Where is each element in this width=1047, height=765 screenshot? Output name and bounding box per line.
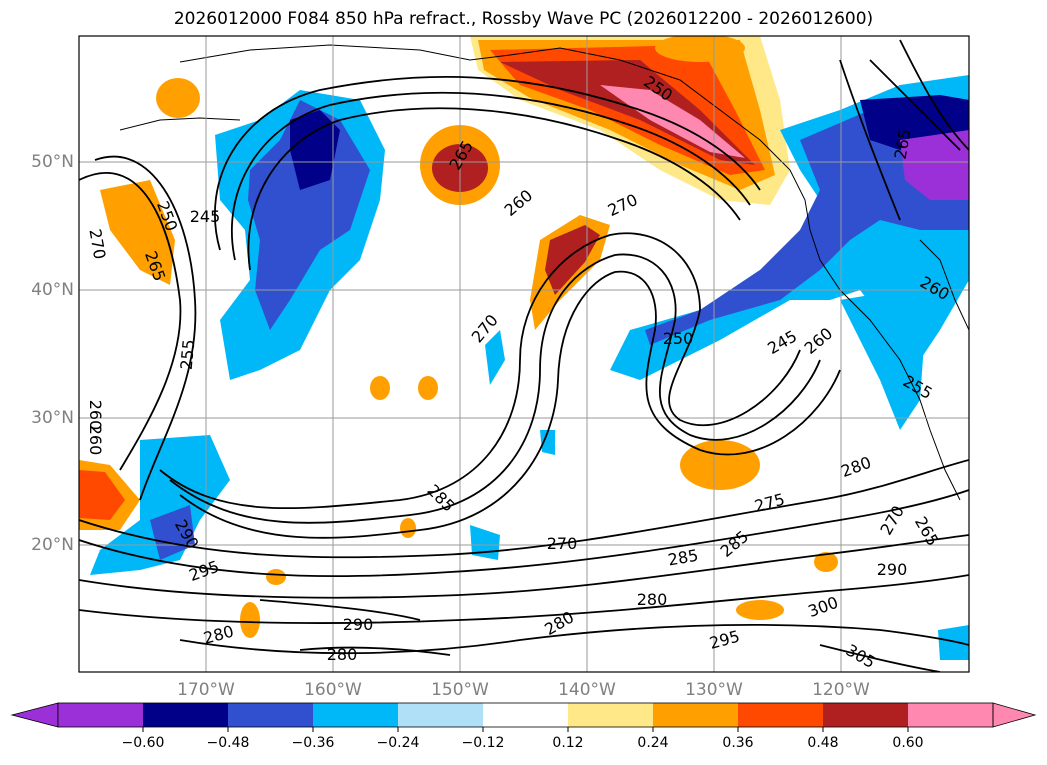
colorbar-tick-label: −0.12 [461, 735, 505, 751]
negative-anomaly-region [900, 130, 969, 200]
colorbar-tick-label: −0.48 [206, 735, 250, 751]
contour-label: 295 [187, 557, 222, 585]
positive-anomaly-region [680, 440, 760, 490]
lat-label-30n: 30°N [31, 408, 74, 428]
lon-label-170w: 170°W [177, 680, 235, 700]
colorbar [10, 702, 1037, 732]
contour-label: 265 [911, 513, 943, 549]
positive-anomaly-region [814, 552, 838, 572]
lat-label-50n: 50°N [31, 152, 74, 172]
contour-label: 280 [839, 453, 874, 481]
negative-anomaly-region [540, 430, 555, 455]
positive-anomaly-region [545, 225, 600, 295]
contour-label: 250 [663, 329, 694, 348]
contour-label: 255 [177, 338, 199, 370]
colorbar-tick-label: −0.36 [291, 735, 335, 751]
contour-label: 295 [707, 627, 741, 653]
positive-anomaly-region [370, 376, 390, 400]
positive-anomaly-region [600, 85, 745, 158]
contour-label: 290 [877, 560, 908, 579]
colorbar-tick-label: 0.60 [892, 735, 924, 751]
negative-anomaly-region [470, 525, 500, 560]
contour-label: 260 [86, 425, 105, 456]
shaded-field [79, 36, 969, 660]
contour-label: 285 [666, 546, 699, 570]
positive-anomaly-region [240, 602, 260, 638]
contour-label: 285 [717, 527, 753, 561]
colorbar-tick-label: 0.48 [807, 735, 839, 751]
negative-anomaly-region [485, 330, 505, 385]
colorbar-swatch [908, 703, 993, 727]
map-plot-area: 250 245 265 270 255 260 260 265 260 270 … [79, 36, 969, 672]
colorbar-swatch [228, 703, 313, 727]
contour-label: 245 [764, 326, 800, 358]
lon-label-120w: 120°W [812, 680, 870, 700]
contour-label: 245 [190, 207, 221, 226]
coastline [119, 44, 969, 501]
colorbar-swatch [738, 703, 823, 727]
colorbar-tick-label: 0.24 [637, 735, 669, 751]
lon-label-150w: 150°W [431, 680, 489, 700]
positive-anomaly-region [266, 569, 286, 585]
lon-label-140w: 140°W [558, 680, 616, 700]
colorbar-swatch [483, 703, 568, 727]
colorbar-swatch [58, 703, 143, 727]
contour-label: 300 [806, 593, 841, 621]
lat-label-40n: 40°N [31, 280, 74, 300]
lon-label-130w: 130°W [685, 680, 743, 700]
graticule [79, 36, 969, 672]
colorbar-tick-label: 0.12 [552, 735, 584, 751]
contour-label: 260 [801, 324, 837, 358]
colorbar-swatch [313, 703, 398, 727]
colorbar-tick-label: −0.60 [121, 735, 165, 751]
negative-anomaly-region [90, 435, 230, 575]
colorbar-swatch [823, 703, 908, 727]
negative-anomaly-region [248, 100, 370, 330]
positive-anomaly-region [418, 376, 438, 400]
lon-label-160w: 160°W [304, 680, 362, 700]
negative-anomaly-region [938, 625, 969, 660]
positive-anomaly-region [156, 78, 200, 118]
contour-label: 275 [752, 490, 786, 516]
contour-label: 270 [547, 534, 578, 553]
colorbar-swatch [653, 703, 738, 727]
negative-anomaly-region [645, 95, 969, 345]
colorbar-swatch [568, 703, 653, 727]
map-title: 2026012000 F084 850 hPa refract., Rossby… [173, 9, 874, 29]
contour-label: 270 [85, 227, 109, 260]
positive-anomaly-region [736, 600, 784, 620]
colorbar-tick-label: 0.36 [722, 735, 754, 751]
colorbar-extend-min [10, 702, 59, 728]
positive-anomaly-region [79, 470, 125, 520]
map-frame [78, 35, 970, 673]
colorbar-extend-max [992, 702, 1037, 728]
contour-label: 305 [843, 640, 879, 672]
contour-label: 260 [501, 186, 537, 220]
contour-label: 280 [327, 645, 358, 664]
contour-label: 280 [637, 590, 668, 609]
colorbar-swatch [398, 703, 483, 727]
contour-lines [79, 39, 969, 672]
negative-anomaly-region [290, 110, 340, 190]
lat-label-20n: 20°N [31, 535, 74, 555]
contour-label: 280 [201, 622, 235, 648]
colorbar-swatch [143, 703, 228, 727]
colorbar-tick-label: −0.24 [376, 735, 420, 751]
negative-anomaly-region [840, 290, 925, 430]
contour-label: 290 [343, 615, 374, 634]
positive-anomaly-region [400, 518, 416, 538]
positive-anomaly-region [100, 180, 175, 285]
contour-label: 260 [86, 400, 105, 431]
positive-anomaly-region [655, 36, 745, 62]
contour-label: 285 [423, 481, 458, 516]
colorbar-outline [57, 702, 994, 728]
contour-label: 270 [605, 190, 641, 220]
